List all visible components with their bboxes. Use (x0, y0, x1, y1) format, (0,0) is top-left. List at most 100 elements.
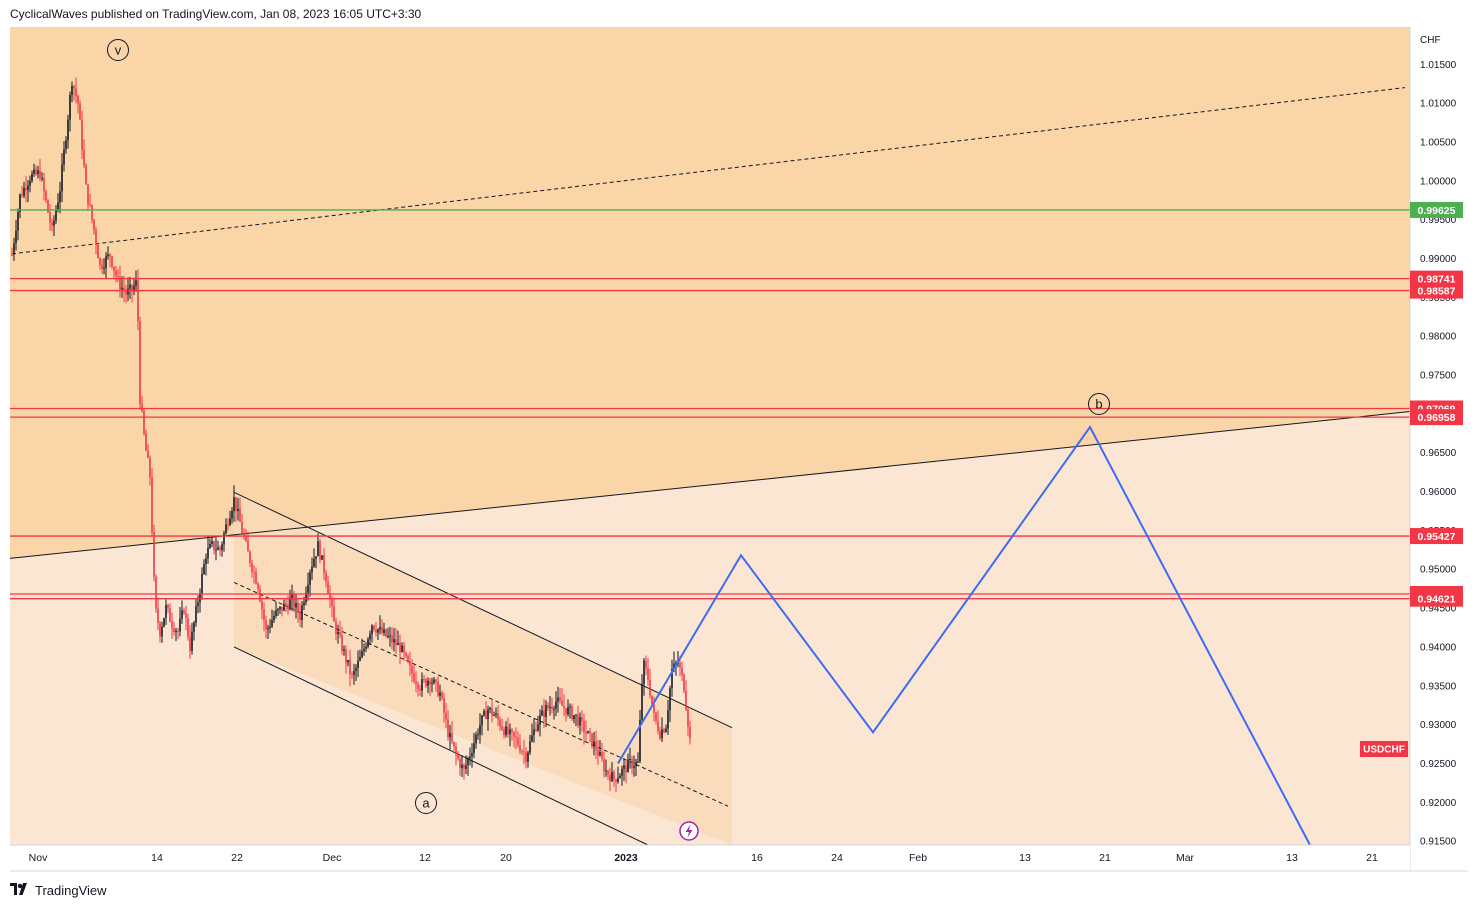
time-axis[interactable] (10, 845, 1410, 871)
channel-lower-line[interactable] (233, 646, 649, 846)
candle (521, 748, 523, 756)
candle (605, 759, 607, 777)
x-tick-label: Feb (909, 852, 927, 864)
wave-projection-path[interactable] (617, 425, 1311, 846)
candle (277, 607, 279, 617)
candle (219, 545, 221, 557)
candle (309, 569, 311, 597)
y-tick-label: 0.96500 (1420, 448, 1457, 459)
y-tick-label: 0.93000 (1420, 720, 1457, 731)
candle (591, 732, 593, 749)
wave-label-a[interactable]: a (415, 792, 437, 814)
level-price-tag[interactable]: 0.99625 (1410, 201, 1463, 218)
candle (657, 710, 659, 735)
candle (623, 758, 625, 781)
candle (297, 598, 299, 623)
candle (49, 204, 51, 231)
candle (483, 708, 485, 717)
channel-midline[interactable] (233, 581, 729, 807)
candle (419, 684, 421, 696)
candle (527, 750, 529, 768)
candle (213, 540, 215, 555)
y-tick-label: 1.01000 (1420, 99, 1457, 110)
candle (345, 645, 347, 674)
candle (355, 664, 357, 681)
candle (663, 727, 665, 734)
candle (687, 706, 689, 737)
candle (63, 141, 65, 172)
candle (525, 747, 527, 769)
candle (107, 246, 109, 260)
candle (341, 626, 343, 655)
candle (217, 540, 219, 551)
candle (11, 247, 13, 257)
level-price-tag[interactable]: 0.95427 (1410, 528, 1463, 545)
candle (401, 642, 403, 653)
candle (91, 204, 93, 224)
candle (369, 630, 371, 646)
level-price-tag[interactable]: 0.96958 (1410, 409, 1463, 426)
symbol-tag[interactable]: USDCHF (1360, 741, 1408, 757)
y-tick-label: 0.99000 (1420, 254, 1457, 265)
candle (349, 649, 351, 687)
candle (409, 651, 411, 676)
level-price-tag[interactable]: 0.98587 (1410, 282, 1463, 299)
y-tick-label: 0.99500 (1420, 215, 1457, 226)
dashed-trendline-upper[interactable] (11, 87, 1406, 255)
candle (271, 609, 273, 628)
candle (501, 718, 503, 731)
level-price-tag[interactable]: 0.94621 (1410, 590, 1463, 607)
y-tick-label: 0.96000 (1420, 487, 1457, 498)
channel-upper-line[interactable] (233, 491, 733, 729)
candle (547, 702, 549, 711)
candle (347, 659, 349, 667)
candle (513, 731, 515, 748)
candle (223, 530, 225, 552)
candle (29, 175, 31, 193)
price-axis[interactable] (1410, 27, 1468, 871)
candle (299, 603, 301, 628)
candle (131, 283, 133, 303)
flash-icon[interactable] (679, 821, 699, 841)
candle (437, 676, 439, 698)
candle (117, 269, 119, 282)
candle (567, 699, 569, 717)
candle (487, 705, 489, 731)
candle (647, 658, 649, 686)
candle (449, 724, 451, 750)
candle (471, 743, 473, 768)
x-tick-label: Nov (29, 852, 48, 864)
candle (485, 701, 487, 720)
candle (503, 726, 505, 739)
wave-label-v[interactable]: v (107, 39, 129, 61)
candle (203, 559, 205, 576)
candle (189, 625, 191, 659)
candle (463, 763, 465, 780)
candle (489, 706, 491, 714)
candle (163, 617, 165, 628)
candle (279, 605, 281, 615)
candle (443, 692, 445, 723)
candle (361, 638, 363, 659)
candle (109, 253, 111, 268)
candle (145, 429, 147, 452)
candle (19, 193, 21, 219)
candle (23, 181, 25, 198)
candle (179, 607, 181, 637)
candle (553, 705, 555, 720)
candle (479, 713, 481, 744)
candle (493, 711, 495, 717)
candle (133, 277, 135, 296)
candle (207, 536, 209, 564)
candle (83, 139, 85, 169)
candle (285, 598, 287, 612)
candle (535, 721, 537, 733)
candle (307, 572, 309, 601)
candle (43, 172, 45, 201)
candle (601, 742, 603, 762)
wave-label-b[interactable]: b (1088, 393, 1110, 415)
candle (289, 589, 291, 611)
candle (593, 732, 595, 756)
candle (225, 518, 227, 535)
